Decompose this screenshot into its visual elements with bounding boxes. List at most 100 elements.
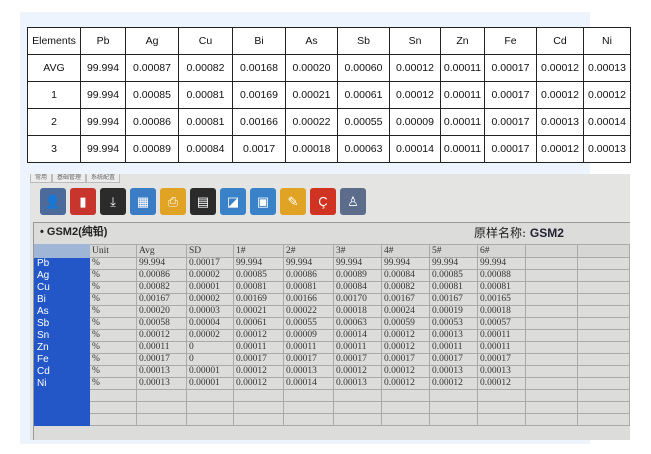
printer-icon[interactable]: ⎙ — [160, 188, 186, 215]
grid-cell: 0.00089 — [333, 269, 382, 282]
grid-cell: 0.00013 — [477, 365, 526, 378]
grid-cell: 0.00013 — [136, 377, 187, 390]
grid-column-header: 1# — [233, 244, 284, 258]
table-cell: 0.00011 — [440, 108, 485, 136]
database-add-icon[interactable]: ▮ — [70, 188, 96, 215]
tag-icon[interactable]: ✎ — [280, 188, 306, 215]
grid-cell: 0.00167 — [381, 293, 430, 306]
grid-column-header: 2# — [283, 244, 334, 258]
table-cell: 0.00009 — [389, 108, 441, 136]
grid-cell — [577, 353, 630, 366]
user-icon[interactable]: 👤 — [40, 188, 66, 215]
grid-cell: 0.00017 — [186, 257, 234, 270]
sample-label: 原样名称: — [474, 226, 527, 240]
calibration-icon[interactable]: Ç — [310, 188, 336, 215]
grid-cell: 0.00017 — [233, 353, 284, 366]
table-cell: 0.00169 — [232, 81, 286, 109]
tab-basic-management[interactable]: 基础管理 — [52, 174, 87, 183]
column-header: Sb — [337, 27, 390, 55]
grid-cell: 0.00082 — [136, 281, 187, 294]
grid-column-header — [525, 244, 578, 258]
grid-cell — [136, 401, 187, 414]
grid-cell — [577, 293, 630, 306]
column-header: Fe — [484, 27, 537, 55]
grid-cell: 0.00022 — [283, 305, 334, 318]
grid-cell — [525, 293, 578, 306]
table-cell: 3 — [27, 135, 81, 163]
grid-row: Fe% 0.00017 0 0.00017 0.00017 0.00017 0.00017 0… — [34, 353, 630, 366]
table-cell: 1 — [27, 81, 81, 109]
column-header: As — [285, 27, 338, 55]
table-cell: 0.00020 — [285, 54, 338, 82]
grid-cell: 0.00002 — [186, 329, 234, 342]
operator-icon[interactable]: ♙ — [340, 188, 366, 215]
grid-cell: 0.00014 — [283, 377, 334, 390]
element-label: Cd — [34, 365, 90, 378]
element-label: Sn — [34, 329, 90, 342]
sample-name-label: 原样名称: GSM2 — [474, 226, 564, 240]
grid-cell: 0.00086 — [283, 269, 334, 282]
grid-cell: 0.00058 — [136, 317, 187, 330]
grid-cell: 0.00011 — [429, 341, 478, 354]
table-row: AVG 99.994 0.00087 0.00082 0.00168 0.00020 0.0… — [27, 54, 631, 82]
grid-cell — [136, 413, 187, 426]
grid-cell — [525, 281, 578, 294]
table-cell: 0.00082 — [178, 54, 233, 82]
grid-empty-row — [34, 389, 630, 402]
element-label: Cu — [34, 281, 90, 294]
grid-cell: 0.00167 — [136, 293, 187, 306]
grid-cell — [186, 413, 234, 426]
spreadsheet-icon[interactable]: ▦ — [130, 188, 156, 215]
element-label: Fe — [34, 353, 90, 366]
table-header-row: Elements Pb Ag Cu Bi As Sb Sn Zn Fe Cd Ni — [27, 27, 631, 55]
grid-cell — [577, 401, 630, 414]
element-label: Zn — [34, 341, 90, 354]
grid-cell — [577, 389, 630, 402]
chart-import-icon[interactable]: ⤓ — [100, 188, 126, 215]
tab-system-config[interactable]: 系统配置 — [86, 174, 121, 183]
grid-cell — [89, 401, 137, 414]
grid-cell: 0.00001 — [186, 281, 234, 294]
grid-cell: 0.00018 — [477, 305, 526, 318]
grid-row: Pb% 99.994 0.00017 99.994 99.994 99.994 99.994… — [34, 257, 630, 270]
column-header: Pb — [80, 27, 126, 55]
grid-cell: 0.00019 — [429, 305, 478, 318]
grid-cell: 0.00017 — [136, 353, 187, 366]
grid-cell — [577, 305, 630, 318]
grid-cell: 0.00012 — [233, 377, 284, 390]
grid-cell: 0.00013 — [429, 329, 478, 342]
table-cell: 0.00061 — [337, 81, 390, 109]
grid-cell: 0.00165 — [477, 293, 526, 306]
grid-cell: % — [89, 257, 137, 270]
table-cell: AVG — [27, 54, 81, 82]
grid-cell: 0.00011 — [283, 341, 334, 354]
grid-cell: 0.00001 — [186, 377, 234, 390]
grid-column-header: Avg — [136, 244, 187, 258]
grid-cell: 0.00002 — [186, 269, 234, 282]
grid-cell — [89, 413, 137, 426]
tab-common[interactable]: 常用 — [30, 174, 53, 183]
grid-cell: 0.00088 — [477, 269, 526, 282]
element-label: Pb — [34, 257, 90, 270]
spectrum-icon[interactable]: ◪ — [220, 188, 246, 215]
table-cell: 99.994 — [80, 81, 126, 109]
grid-cell: 0.00082 — [381, 281, 430, 294]
grid-empty-row — [34, 401, 630, 414]
grid-row: As% 0.00020 0.00003 0.00021 0.00022 0.00018 0.… — [34, 305, 630, 318]
grid-column-header — [34, 244, 90, 258]
grid-cell: 0.00012 — [381, 365, 430, 378]
grid-cell: 0.00084 — [333, 281, 382, 294]
table-cell: 0.00012 — [536, 81, 584, 109]
column-header: Elements — [27, 27, 81, 55]
table-cell: 0.00022 — [285, 108, 338, 136]
grid-cell: 0.00059 — [381, 317, 430, 330]
column-header: Cd — [536, 27, 584, 55]
grid-cell: % — [89, 305, 137, 318]
grid-cell — [525, 305, 578, 318]
document-icon[interactable]: ▤ — [190, 188, 216, 215]
grid-cell — [577, 341, 630, 354]
image-icon[interactable]: ▣ — [250, 188, 276, 215]
table-cell: 0.00081 — [178, 108, 233, 136]
grid-cell: 99.994 — [136, 257, 187, 270]
grid-cell: 99.994 — [283, 257, 334, 270]
